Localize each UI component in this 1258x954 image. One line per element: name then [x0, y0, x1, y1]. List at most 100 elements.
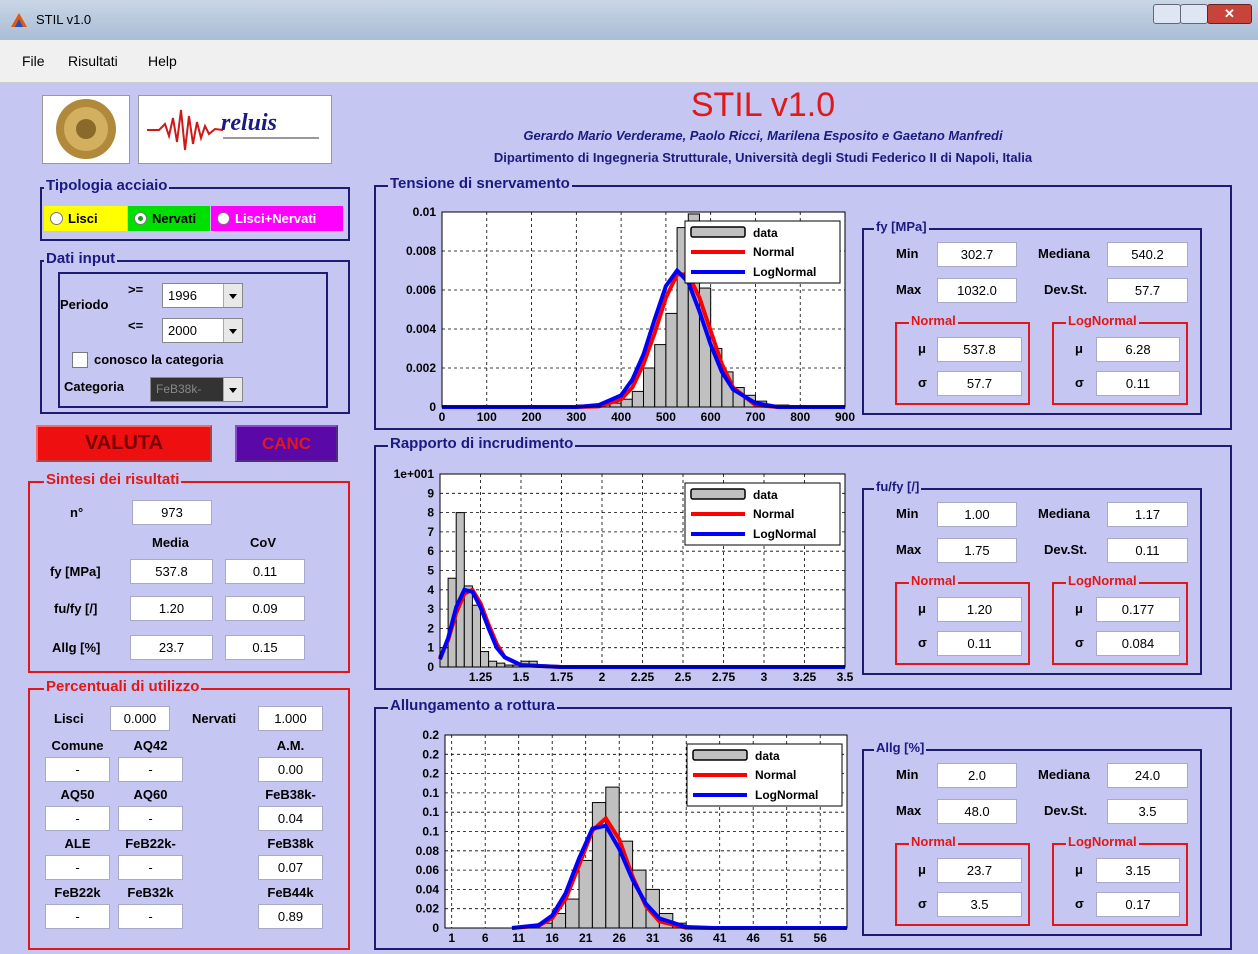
x-tick-label: 2.5: [675, 670, 692, 684]
value-field: 1.75: [937, 538, 1017, 563]
y-tick-label: 0.1: [422, 805, 439, 819]
value-field: -: [118, 757, 183, 782]
legend-label: LogNormal: [755, 788, 818, 802]
label: FeB38k-: [258, 787, 323, 802]
value-field: 537.8: [937, 337, 1022, 362]
label: Min: [896, 246, 918, 261]
value-field: -: [45, 806, 110, 831]
value-field: 0.04: [258, 806, 323, 831]
value-field: 0.084: [1096, 631, 1180, 656]
value-field: -: [45, 757, 110, 782]
x-tick-label: 700: [745, 410, 765, 424]
histogram-bar: [655, 345, 666, 407]
histogram-bar: [497, 663, 505, 667]
label: AQ50: [45, 787, 110, 802]
label: FeB22k-: [118, 836, 183, 851]
x-tick-label: 0: [439, 410, 446, 424]
x-tick-label: 300: [566, 410, 586, 424]
value-field: 1.20: [937, 597, 1022, 622]
value-field: 0.89: [258, 904, 323, 929]
value-field: 24.0: [1107, 763, 1188, 788]
legend-label: LogNormal: [753, 265, 816, 279]
y-tick-label: 2: [427, 621, 434, 635]
histogram-bar: [566, 899, 579, 928]
legend-label: data: [753, 488, 778, 502]
value-field: 1032.0: [937, 278, 1017, 303]
histogram-bar: [666, 313, 677, 407]
label: FeB22k: [45, 885, 110, 900]
label: FeB32k: [118, 885, 183, 900]
x-tick-label: 6: [482, 931, 489, 945]
histogram-bar: [464, 586, 472, 667]
value-field: -: [118, 904, 183, 929]
value-field: 3.15: [1096, 858, 1180, 883]
label: μ: [1075, 862, 1083, 877]
x-tick-label: 51: [780, 931, 794, 945]
y-tick-label: 6: [427, 544, 434, 558]
x-tick-label: 3.25: [793, 670, 817, 684]
x-tick-label: 46: [747, 931, 761, 945]
y-tick-label: 4: [427, 583, 434, 597]
value-field: 0.17: [1096, 892, 1180, 917]
y-tick-label: 0: [429, 400, 436, 414]
x-tick-label: 26: [613, 931, 627, 945]
y-tick-label: 0: [427, 660, 434, 674]
y-tick-label: 0: [432, 921, 439, 935]
label: Mediana: [1038, 767, 1090, 782]
x-tick-label: 600: [701, 410, 721, 424]
y-tick-label: 8: [427, 506, 434, 520]
value-field: 0.07: [258, 855, 323, 880]
label: FeB44k: [258, 885, 323, 900]
value-field: 0.11: [937, 631, 1022, 656]
label: μ: [918, 341, 926, 356]
panel-title: Normal: [909, 573, 958, 588]
label: Mediana: [1038, 506, 1090, 521]
panel-title: LogNormal: [1066, 313, 1139, 328]
label: Max: [896, 803, 921, 818]
panel-title: LogNormal: [1066, 573, 1139, 588]
legend-label: LogNormal: [753, 527, 816, 541]
value-field: 302.7: [937, 242, 1017, 267]
x-tick-label: 2.75: [712, 670, 736, 684]
label: μ: [918, 862, 926, 877]
value-field: 0.11: [1096, 371, 1180, 396]
y-tick-label: 0.008: [406, 244, 436, 258]
value-field: 6.28: [1096, 337, 1180, 362]
x-tick-label: 2: [599, 670, 606, 684]
panel-title: Normal: [909, 313, 958, 328]
label: AQ60: [118, 787, 183, 802]
y-tick-label: 0.2: [422, 728, 439, 742]
legend-label: data: [753, 226, 778, 240]
label: FeB38k: [258, 836, 323, 851]
value-field: 23.7: [937, 858, 1022, 883]
legend-swatch: [691, 489, 745, 499]
y-tick-label: 0.02: [416, 902, 440, 916]
x-tick-label: 900: [835, 410, 855, 424]
value-field: 0.11: [1107, 538, 1188, 563]
histogram-bar: [606, 787, 619, 928]
x-tick-label: 3: [761, 670, 768, 684]
value-field: -: [45, 855, 110, 880]
y-tick-label: 0.06: [416, 863, 440, 877]
x-tick-label: 400: [611, 410, 631, 424]
label: Mediana: [1038, 246, 1090, 261]
label: σ: [918, 896, 927, 911]
label: Max: [896, 542, 921, 557]
legend-label: data: [755, 749, 780, 763]
label: Dev.St.: [1044, 803, 1087, 818]
value-field: -: [118, 855, 183, 880]
value-field: 540.2: [1107, 242, 1188, 267]
value-field: 48.0: [937, 799, 1017, 824]
x-tick-label: 800: [790, 410, 810, 424]
histogram-bar: [621, 399, 632, 407]
label: Dev.St.: [1044, 542, 1087, 557]
y-tick-label: 3: [427, 602, 434, 616]
label: ALE: [45, 836, 110, 851]
label: σ: [918, 635, 927, 650]
y-tick-label: 5: [427, 564, 434, 578]
label: Min: [896, 506, 918, 521]
value-field: 57.7: [937, 371, 1022, 396]
value-field: 1.00: [937, 502, 1017, 527]
label: σ: [1075, 635, 1084, 650]
x-tick-label: 100: [477, 410, 497, 424]
